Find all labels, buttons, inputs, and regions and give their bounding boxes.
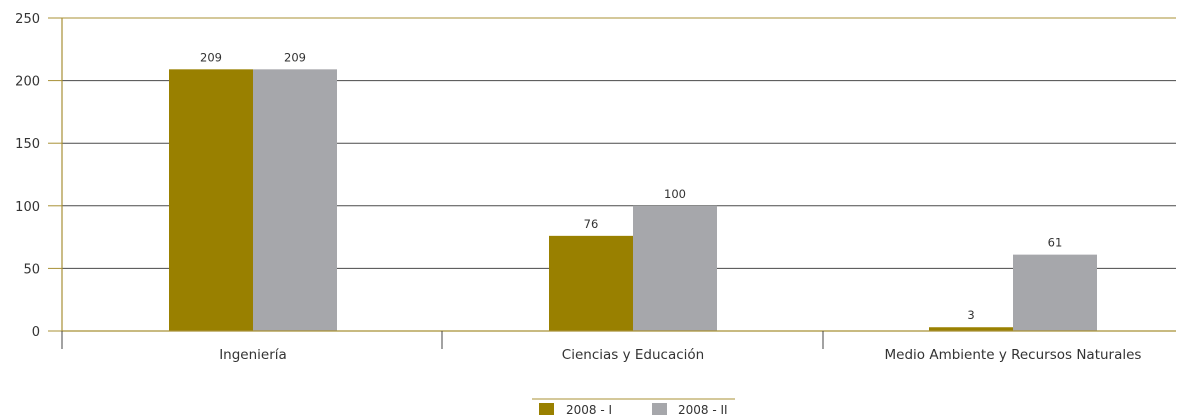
bars [169, 69, 1097, 331]
x-tick-label: Ingeniería [219, 347, 287, 363]
bar [1013, 254, 1097, 331]
bar [549, 235, 633, 331]
data-label: 61 [1048, 236, 1063, 250]
legend-label: 2008 - I [566, 403, 612, 417]
data-label: 76 [584, 217, 599, 231]
y-tick-label: 100 [15, 200, 40, 215]
y-tick-label: 200 [15, 75, 40, 90]
data-label: 3 [967, 308, 974, 322]
x-tick-label: Medio Ambiente y Recursos Naturales [885, 347, 1142, 363]
legend-swatch [652, 403, 667, 415]
bar [633, 205, 717, 331]
data-labels: 209 209 76 100 3 61 [200, 50, 1062, 322]
y-tick-label: 50 [23, 262, 40, 277]
bar [929, 327, 1013, 331]
y-tick-label: 150 [15, 137, 40, 152]
bar [169, 69, 253, 331]
y-axis-ticks: 0 50 100 150 200 250 [15, 12, 62, 340]
bar [253, 69, 337, 331]
axes [61, 18, 1176, 349]
data-label: 209 [284, 50, 306, 64]
y-tick-label: 0 [32, 325, 40, 340]
data-label: 209 [200, 50, 222, 64]
legend-swatch [539, 403, 554, 415]
data-label: 100 [664, 187, 686, 201]
x-axis-ticks: Ingeniería Ciencias y Educación Medio Ambi… [219, 347, 1141, 363]
legend: 2008 - I 2008 - II [532, 398, 735, 417]
legend-label: 2008 - II [678, 403, 728, 417]
y-tick-label: 250 [15, 12, 40, 27]
x-tick-label: Ciencias y Educación [562, 347, 704, 363]
